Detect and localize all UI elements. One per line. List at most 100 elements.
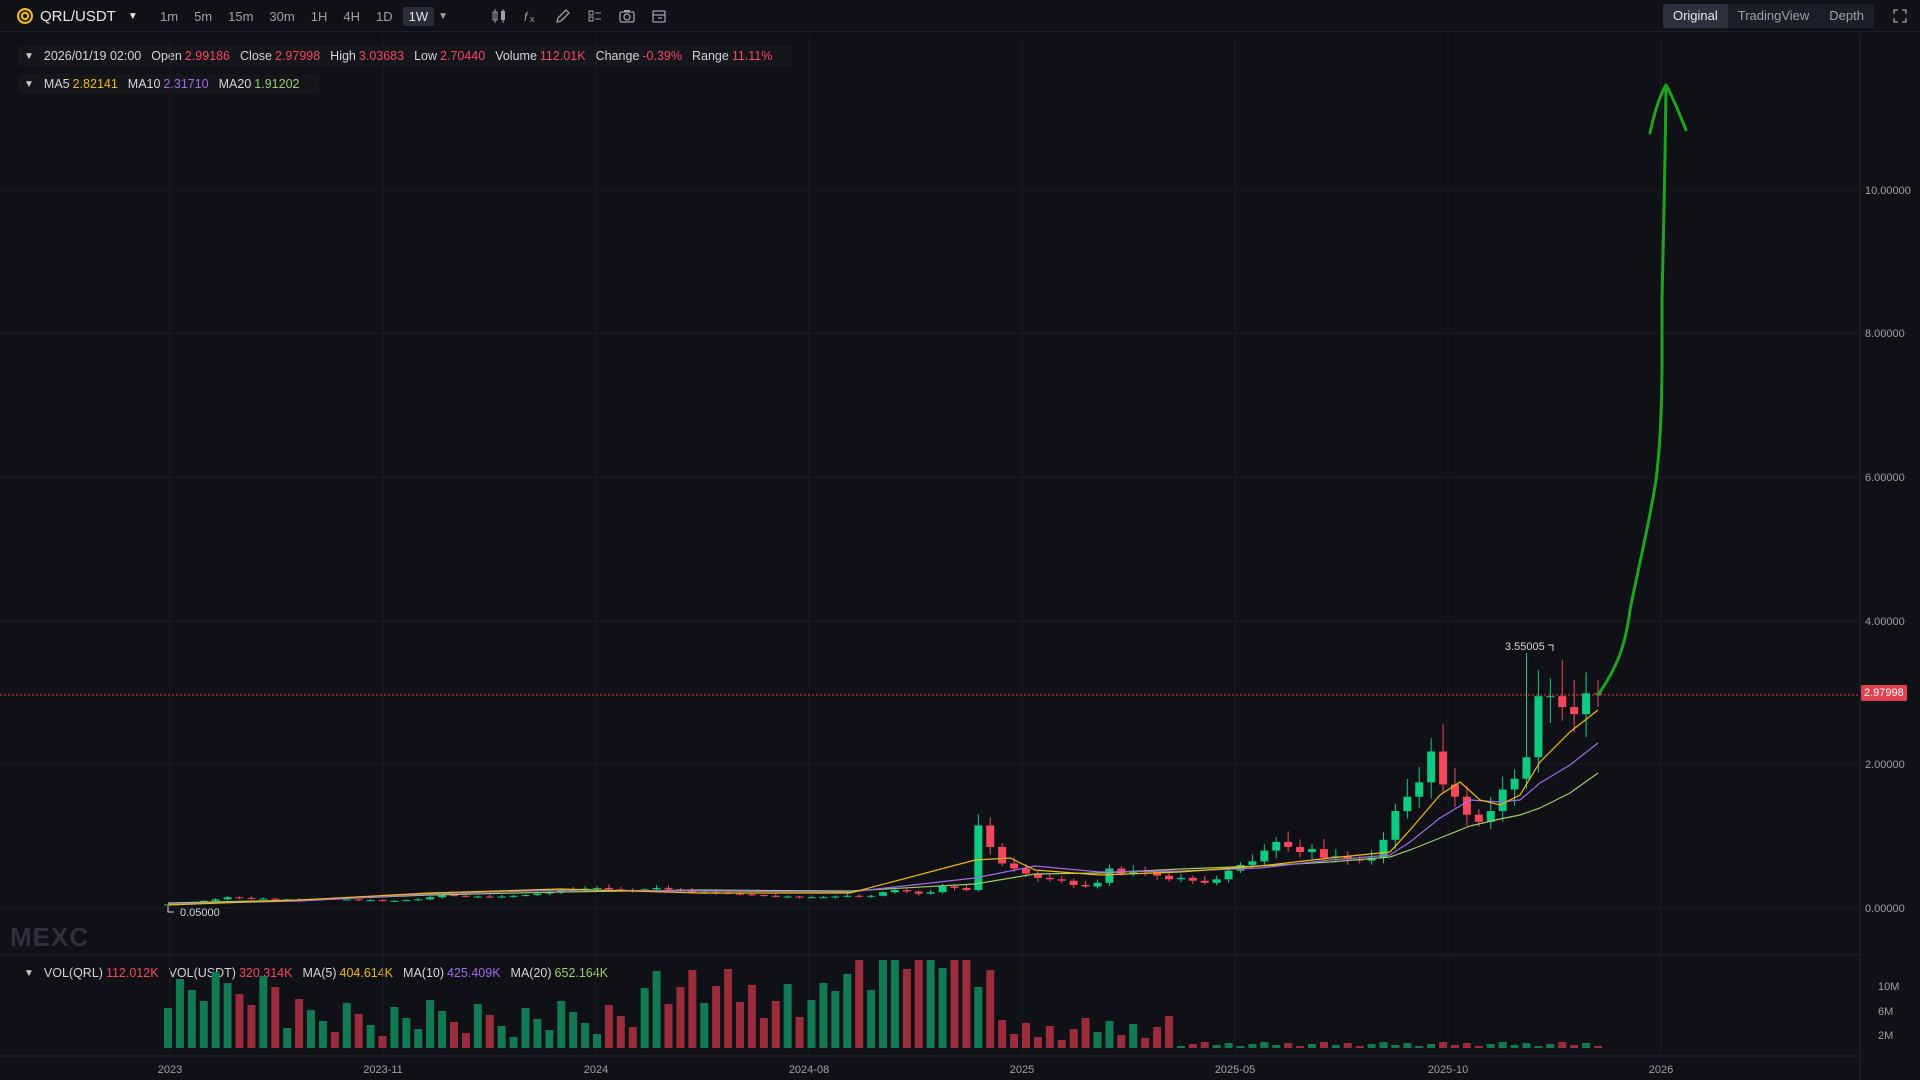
camera-snapshot-icon[interactable] xyxy=(618,7,636,25)
interval-15m[interactable]: 15m xyxy=(228,8,254,24)
candle-body xyxy=(974,825,983,891)
collapse-chevron-icon[interactable]: ▼ xyxy=(24,967,34,979)
candle-body xyxy=(271,898,280,900)
candle-body xyxy=(438,895,447,898)
pair-selector[interactable]: QRL/USDT ▼ xyxy=(16,6,138,26)
volume-bar xyxy=(1403,1043,1412,1048)
candle-body xyxy=(1212,879,1221,883)
ma10-label: MA10 xyxy=(127,77,161,91)
candle-body xyxy=(1117,868,1126,874)
candle-body xyxy=(390,900,399,902)
candle-body xyxy=(1093,882,1102,887)
candle-body xyxy=(1546,696,1555,698)
high-label: High xyxy=(330,49,356,63)
interval-1m[interactable]: 1m xyxy=(160,8,179,24)
candle-body xyxy=(1296,846,1305,852)
calendar-icon[interactable] xyxy=(650,7,668,25)
interval-1h[interactable]: 1H xyxy=(310,8,328,24)
volume-bars xyxy=(164,960,1602,1048)
volume-bar xyxy=(390,1007,399,1048)
current-price-tag: 2.97998 xyxy=(1861,685,1907,701)
volume-bar xyxy=(747,985,756,1048)
volume-bar xyxy=(450,1022,458,1048)
volume-bar xyxy=(187,990,196,1048)
price-tick: 0.00000 xyxy=(1865,903,1905,915)
volume-bar xyxy=(1141,1038,1150,1048)
candle-body xyxy=(771,895,780,897)
collapse-chevron-icon[interactable]: ▼ xyxy=(24,78,34,90)
candle-body xyxy=(450,895,458,897)
candle-body xyxy=(366,900,375,902)
collapse-chevron-icon[interactable]: ▼ xyxy=(24,50,34,62)
volume-bar xyxy=(1594,1046,1602,1048)
vol-ma20-label: MA(20) xyxy=(510,966,552,980)
svg-text:f: f xyxy=(524,10,529,24)
volume-bar xyxy=(1355,1046,1364,1048)
volume-bar xyxy=(1045,1026,1054,1048)
low-value: 2.70440 xyxy=(440,49,486,63)
candle-body xyxy=(831,896,840,898)
interval-5m[interactable]: 5m xyxy=(194,8,213,24)
interval-4h[interactable]: 4H xyxy=(343,8,360,24)
high-value: 3.03683 xyxy=(358,49,405,63)
volume-bar xyxy=(1236,1046,1245,1048)
candle-body xyxy=(1165,875,1173,880)
indicator-fx-icon[interactable]: f x xyxy=(522,7,540,25)
volume-bar xyxy=(676,987,685,1048)
candle-body xyxy=(1057,879,1066,881)
volume-bar xyxy=(1379,1042,1388,1048)
candle-body xyxy=(545,892,554,894)
volume-bar xyxy=(235,994,244,1048)
volume-bar xyxy=(342,1003,351,1048)
candle-body xyxy=(962,887,971,891)
candle-body xyxy=(652,887,661,890)
time-tick: 2023 xyxy=(158,1064,182,1076)
fullscreen-icon[interactable] xyxy=(1892,8,1908,24)
interval-1d[interactable]: 1D xyxy=(375,8,393,24)
layout-grid-icon[interactable] xyxy=(586,7,604,25)
ma5-value: 2.82141 xyxy=(72,77,118,91)
candle-body xyxy=(1534,696,1543,758)
view-original-tab[interactable]: Original xyxy=(1662,4,1728,28)
interval-more-chevron-icon[interactable]: ▼ xyxy=(438,10,448,22)
volume-bar xyxy=(807,1000,816,1048)
volume-bar xyxy=(867,990,876,1048)
price-tick: 8.00000 xyxy=(1865,328,1905,340)
candle-type-icon[interactable] xyxy=(490,7,508,25)
volume-bar xyxy=(938,968,947,1048)
volume-bar xyxy=(259,976,268,1048)
candle-body xyxy=(1069,880,1078,886)
view-depth-tab[interactable]: Depth xyxy=(1829,8,1864,23)
volume-bar xyxy=(521,1008,530,1048)
volume-bar xyxy=(247,1005,256,1048)
ma5-label: MA5 xyxy=(43,77,70,91)
volume-bar xyxy=(1522,1043,1531,1048)
volume-bar xyxy=(664,1004,673,1048)
pencil-draw-icon[interactable] xyxy=(554,7,572,25)
view-tradingview-tab[interactable]: TradingView xyxy=(1737,8,1810,23)
candle-body xyxy=(1427,751,1436,783)
vol-qrl-value: 112.012K xyxy=(105,966,159,980)
volume-bar xyxy=(831,991,840,1048)
toolbar: QRL/USDT ▼ 1m 5m 15m 30m 1H 4H 1D 1W ▼ f… xyxy=(0,0,1920,32)
volume-bar xyxy=(164,1008,172,1048)
candle-body xyxy=(211,899,220,901)
volume-bar xyxy=(1319,1042,1328,1048)
volume-bar xyxy=(724,969,733,1048)
volume-bar xyxy=(1093,1032,1102,1048)
volume-bar xyxy=(414,1029,423,1048)
candle-body xyxy=(1260,850,1269,862)
interval-30m[interactable]: 30m xyxy=(269,8,295,24)
price-gridlines xyxy=(0,34,1860,1056)
candle-body xyxy=(1284,841,1293,847)
interval-1w[interactable]: 1W xyxy=(402,6,435,26)
candle-body xyxy=(1045,877,1054,880)
volume-bar xyxy=(1546,1044,1555,1048)
range-value: 11.11% xyxy=(731,49,773,63)
candle-date: 2026/01/19 02:00 xyxy=(43,49,142,63)
volume-bar xyxy=(271,987,280,1048)
volume-bar xyxy=(1200,1042,1209,1048)
chart-tools: f x xyxy=(490,7,668,25)
change-label: Change xyxy=(595,49,640,63)
